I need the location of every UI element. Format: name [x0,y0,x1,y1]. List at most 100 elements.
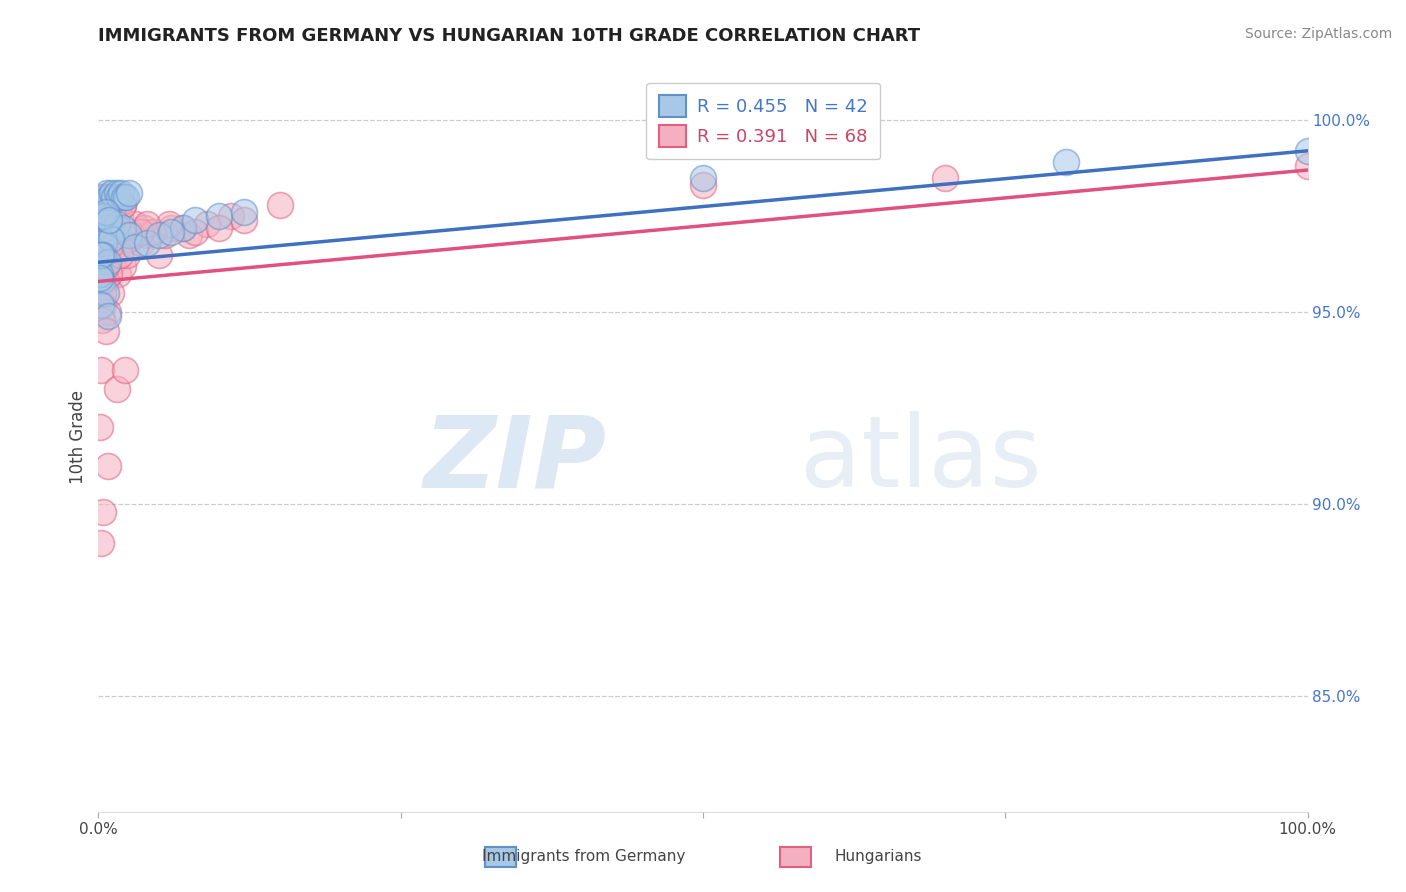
Point [90,247,112,261]
Point [124,228,146,243]
Point [103,190,125,204]
Point [89,270,111,285]
Point [121,228,143,243]
Point [232,213,254,227]
Point [134,220,156,235]
Point [98,240,121,254]
Point [94,190,117,204]
Point [153,228,176,243]
Point [142,225,165,239]
Point [111,197,134,211]
Point [108,190,131,204]
Point [124,217,146,231]
Point [91,220,114,235]
Point [269,197,291,211]
Point [97,305,120,319]
Point [91,190,114,204]
Point [94,275,117,289]
Point [172,220,194,235]
Point [111,259,134,273]
Point [94,285,117,300]
Point [172,220,194,235]
Point [91,313,114,327]
Point [111,197,134,211]
Point [104,194,127,208]
Point [93,228,115,243]
Point [91,505,114,519]
Point [100,225,122,239]
Text: Hungarians: Hungarians [835,849,922,863]
Point [110,186,132,200]
Point [101,197,124,211]
Text: Source: ZipAtlas.com: Source: ZipAtlas.com [1244,27,1392,41]
Point [97,247,120,261]
Point [1296,159,1319,173]
Point [97,255,120,269]
Point [105,186,128,200]
Point [129,235,152,250]
Point [129,225,152,239]
Point [101,235,124,250]
Point [157,217,180,231]
Point [114,363,136,377]
Point [135,235,157,250]
Point [107,228,129,243]
Point [91,217,114,231]
Point [692,170,714,185]
Point [179,228,201,243]
Point [124,240,146,254]
Legend: R = 0.455   N = 42, R = 0.391   N = 68: R = 0.455 N = 42, R = 0.391 N = 68 [647,83,880,160]
Text: atlas: atlas [800,411,1042,508]
Point [208,220,231,235]
Point [100,232,122,246]
Point [98,190,121,204]
Point [91,275,114,289]
Point [90,297,112,311]
Point [101,255,124,269]
Point [1054,155,1077,169]
Point [94,205,117,219]
Point [221,209,243,223]
Point [94,325,117,339]
Point [184,213,207,227]
Point [1296,144,1319,158]
Text: ZIP: ZIP [423,411,606,508]
Point [93,220,115,235]
Point [91,297,114,311]
Point [100,285,122,300]
Point [105,382,128,396]
Point [90,194,112,208]
Point [934,170,956,185]
Point [107,267,129,281]
Point [98,267,121,281]
Point [118,232,141,246]
Point [91,247,114,261]
Point [97,309,120,323]
Point [101,209,124,223]
Point [111,220,134,235]
Point [97,458,120,473]
Text: Immigrants from Germany: Immigrants from Germany [482,849,685,863]
Point [91,285,114,300]
Point [93,190,115,204]
Point [115,190,138,204]
Point [90,363,112,377]
Point [89,420,111,434]
Text: IMMIGRANTS FROM GERMANY VS HUNGARIAN 10TH GRADE CORRELATION CHART: IMMIGRANTS FROM GERMANY VS HUNGARIAN 10T… [98,27,921,45]
Point [105,220,128,235]
Point [108,209,131,223]
Point [98,213,121,227]
Point [135,228,157,243]
Point [184,225,207,239]
Point [100,186,122,200]
Point [160,225,183,239]
Point [160,220,183,235]
Point [90,535,112,549]
Point [112,190,135,204]
Point [208,209,231,223]
Point [107,197,129,211]
Point [148,228,170,243]
Y-axis label: 10th Grade: 10th Grade [69,390,87,484]
Point [100,190,122,204]
Point [94,259,117,273]
